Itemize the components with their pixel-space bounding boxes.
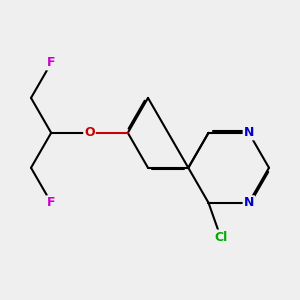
Text: Cl: Cl	[214, 230, 227, 244]
Text: O: O	[84, 126, 95, 140]
Text: F: F	[47, 196, 56, 209]
Text: F: F	[47, 56, 56, 70]
Text: N: N	[244, 126, 254, 140]
Text: N: N	[244, 196, 254, 209]
